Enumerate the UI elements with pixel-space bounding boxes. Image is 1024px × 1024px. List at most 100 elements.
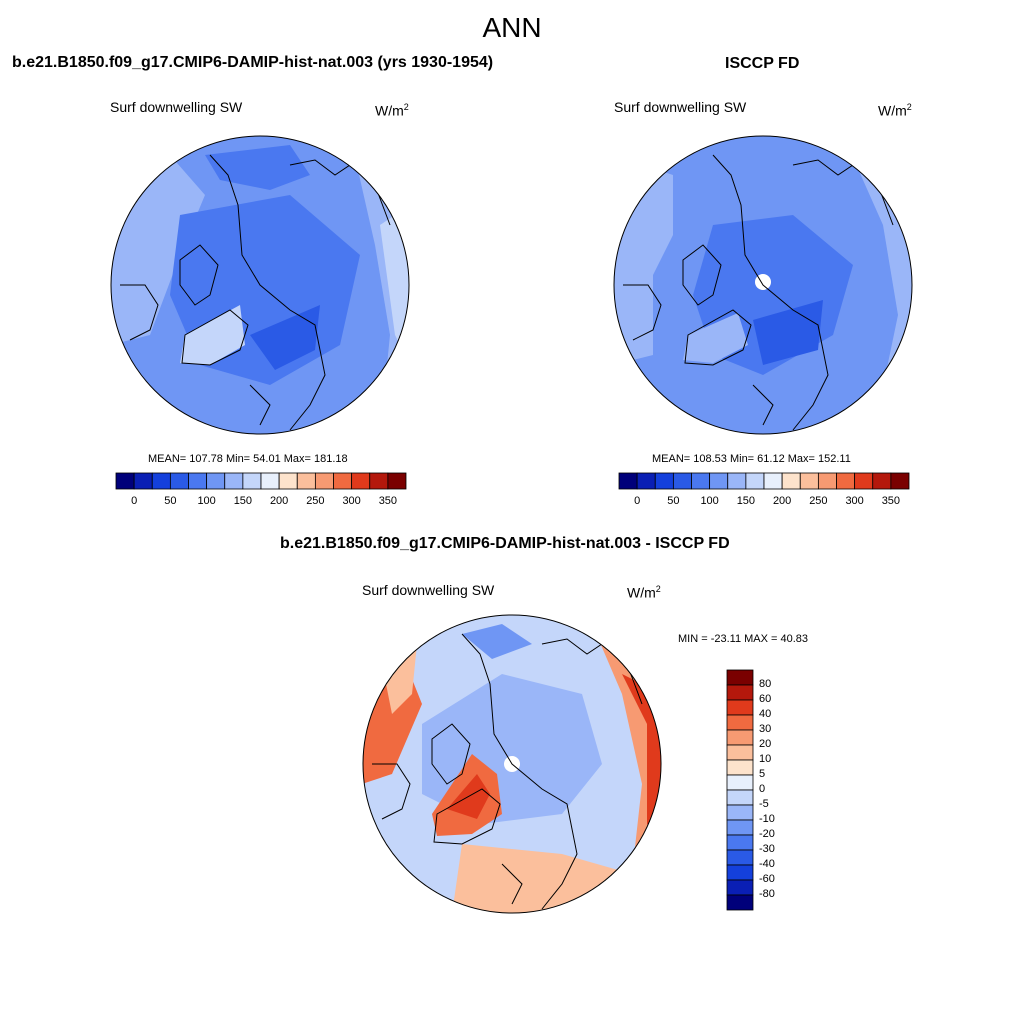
diff-colorbar-box-4 bbox=[726, 729, 754, 746]
obs-colorbar-box-12 bbox=[836, 472, 856, 490]
diff-colorbar-tick-label: 5 bbox=[759, 768, 766, 780]
diff-colorbar-tick-label: 60 bbox=[759, 693, 772, 705]
model-colorbar-tick-label: 200 bbox=[269, 495, 289, 507]
model-colorbar-box-13 bbox=[351, 472, 371, 490]
model-colorbar-box-7 bbox=[242, 472, 262, 490]
model-map-border bbox=[110, 135, 410, 435]
model-colorbar-box-3 bbox=[169, 472, 189, 490]
diff-colorbar-box-7 bbox=[726, 774, 754, 791]
obs-colorbar-box-1 bbox=[636, 472, 656, 490]
diff-colorbar-box-11 bbox=[726, 834, 754, 851]
diff-map-border bbox=[362, 614, 662, 914]
obs-units-label: W/m2 bbox=[878, 102, 912, 119]
obs-variable-label: Surf downwelling SW bbox=[614, 99, 747, 115]
diff-polar-map bbox=[362, 614, 662, 914]
model-field-siberia-min bbox=[250, 305, 320, 370]
model-colorbar-tick-label: 0 bbox=[131, 495, 138, 507]
diff-variable-label: Surf downwelling SW bbox=[362, 582, 495, 598]
model-colorbar-box-11 bbox=[314, 472, 334, 490]
obs-map-border bbox=[613, 135, 913, 435]
diff-colorbar-box-15 bbox=[726, 894, 754, 911]
obs-polar-map bbox=[613, 135, 913, 435]
obs-stats: MEAN= 108.53 Min= 61.12 Max= 152.11 bbox=[652, 453, 851, 465]
obs-colorbar-tick-label: 0 bbox=[634, 495, 641, 507]
model-colorbar-box-0 bbox=[115, 472, 135, 490]
obs-colorbar-box-4 bbox=[691, 472, 711, 490]
obs-colorbar-tick-label: 300 bbox=[845, 495, 864, 507]
diff-colorbar-tick-label: -10 bbox=[759, 813, 775, 825]
diff-colorbar-tick-label: 80 bbox=[759, 678, 772, 690]
diff-coastlines bbox=[372, 633, 643, 910]
diff-stats: MIN = -23.11 MAX = 40.83 bbox=[678, 633, 809, 645]
model-colorbar-box-15 bbox=[387, 472, 407, 490]
diff-colorbar-box-5 bbox=[726, 744, 754, 761]
obs-field-siberia-min bbox=[753, 300, 823, 365]
diff-colorbar-box-8 bbox=[726, 789, 754, 806]
obs-colorbar bbox=[618, 472, 910, 490]
main-title: ANN bbox=[482, 12, 542, 43]
diff-colorbar-box-12 bbox=[726, 849, 754, 866]
model-colorbar-tick-label: 350 bbox=[378, 495, 398, 507]
model-colorbar-box-9 bbox=[278, 472, 298, 490]
model-panel-title: b.e21.B1850.f09_g17.CMIP6-DAMIP-hist-nat… bbox=[12, 54, 494, 71]
obs-colorbar-tick-label: 100 bbox=[700, 495, 719, 507]
model-colorbar-tick-label: 100 bbox=[197, 495, 216, 507]
diff-colorbar-tick-label: 40 bbox=[759, 708, 772, 720]
model-colorbar-box-12 bbox=[333, 472, 353, 490]
obs-colorbar-tick-label: 200 bbox=[772, 495, 792, 507]
model-colorbar-box-4 bbox=[188, 472, 208, 490]
diff-colorbar-box-1 bbox=[726, 684, 754, 701]
diff-colorbar-box-10 bbox=[726, 819, 754, 836]
diff-colorbar-box-6 bbox=[726, 759, 754, 776]
model-colorbar-tick-label: 250 bbox=[306, 495, 325, 507]
obs-colorbar-box-13 bbox=[854, 472, 874, 490]
obs-colorbar-tick-label: 50 bbox=[667, 495, 680, 507]
obs-field-greenland bbox=[683, 313, 748, 363]
model-stats: MEAN= 107.78 Min= 54.01 Max= 181.18 bbox=[148, 453, 348, 465]
obs-colorbar-box-7 bbox=[745, 472, 765, 490]
model-colorbar-box-1 bbox=[133, 472, 153, 490]
obs-colorbar-box-15 bbox=[890, 472, 910, 490]
model-colorbar bbox=[115, 472, 407, 490]
diff-colorbar-box-13 bbox=[726, 864, 754, 881]
obs-colorbar-box-9 bbox=[781, 472, 801, 490]
diff-units-label: W/m2 bbox=[627, 584, 661, 601]
diff-colorbar-tick-label: -30 bbox=[759, 843, 775, 855]
obs-colorbar-box-10 bbox=[799, 472, 819, 490]
model-coastlines bbox=[120, 154, 391, 431]
obs-colorbar-tick-label: 250 bbox=[809, 495, 828, 507]
obs-colorbar-box-8 bbox=[763, 472, 783, 490]
model-colorbar-box-6 bbox=[224, 472, 244, 490]
diff-colorbar bbox=[726, 669, 754, 911]
model-colorbar-box-5 bbox=[206, 472, 226, 490]
model-field-east-rim bbox=[380, 205, 409, 365]
obs-colorbar-box-14 bbox=[872, 472, 892, 490]
obs-colorbar-tick-label: 150 bbox=[736, 495, 756, 507]
diff-colorbar-tick-label: -20 bbox=[759, 828, 775, 840]
diff-colorbar-tick-label: 0 bbox=[759, 783, 766, 795]
model-colorbar-box-2 bbox=[151, 472, 171, 490]
obs-colorbar-box-0 bbox=[618, 472, 638, 490]
diff-colorbar-tick-label: 10 bbox=[759, 753, 772, 765]
model-variable-label: Surf downwelling SW bbox=[110, 99, 243, 115]
obs-colorbar-box-11 bbox=[817, 472, 837, 490]
model-colorbar-box-8 bbox=[260, 472, 280, 490]
diff-colorbar-tick-label: -5 bbox=[759, 798, 769, 810]
diff-colorbar-box-0 bbox=[726, 669, 754, 686]
obs-colorbar-box-2 bbox=[654, 472, 674, 490]
diff-colorbar-tick-label: 20 bbox=[759, 738, 772, 750]
model-colorbar-tick-label: 150 bbox=[233, 495, 253, 507]
diff-colorbar-box-3 bbox=[726, 714, 754, 731]
obs-colorbar-box-6 bbox=[727, 472, 747, 490]
model-units-label: W/m2 bbox=[375, 102, 409, 119]
diff-colorbar-box-9 bbox=[726, 804, 754, 821]
diff-colorbar-box-14 bbox=[726, 879, 754, 896]
diff-colorbar-box-2 bbox=[726, 699, 754, 716]
diff-panel-title: b.e21.B1850.f09_g17.CMIP6-DAMIP-hist-nat… bbox=[280, 535, 730, 552]
model-field-greenland-high bbox=[180, 305, 245, 365]
model-polar-map bbox=[110, 135, 410, 435]
obs-colorbar-box-3 bbox=[672, 472, 692, 490]
model-colorbar-tick-label: 50 bbox=[164, 495, 177, 507]
diff-colorbar-tick-label: -80 bbox=[759, 888, 775, 900]
diff-field-north-cool bbox=[462, 624, 532, 659]
